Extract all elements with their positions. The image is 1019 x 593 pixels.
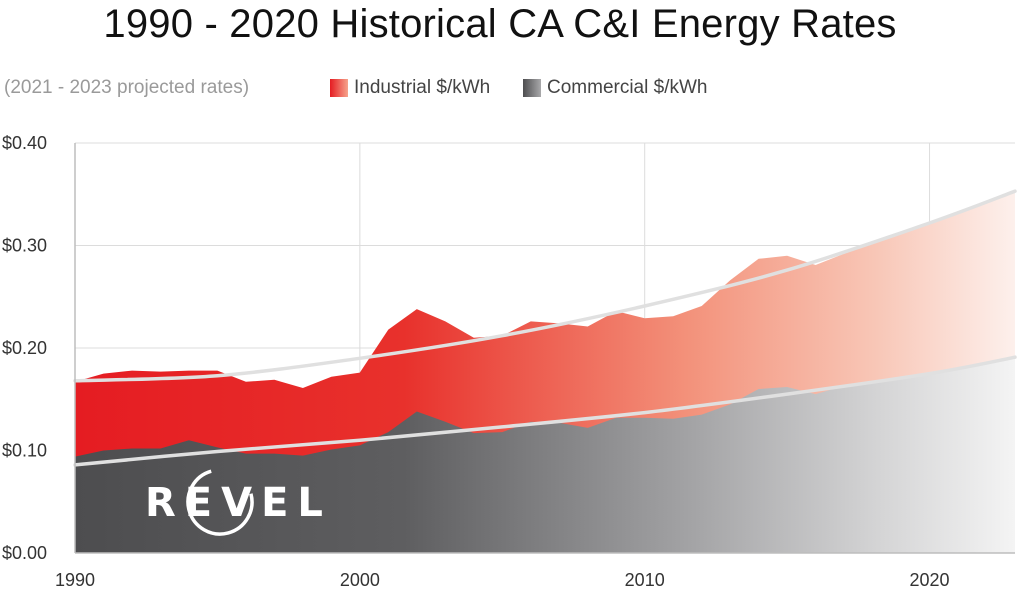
legend-item-industrial: Industrial $/kWh xyxy=(330,77,490,99)
chart-title: 1990 - 2020 Historical CA C&I Energy Rat… xyxy=(103,2,897,46)
y-tick-label: $0.00 xyxy=(2,543,47,563)
x-tick-label: 2000 xyxy=(340,570,380,590)
industrial-trendline xyxy=(73,189,1017,383)
y-tick-label: $0.40 xyxy=(2,133,47,153)
x-tick-label: 2010 xyxy=(625,570,665,590)
legend-swatch-commercial xyxy=(523,79,541,97)
legend-label-commercial: Commercial $/kWh xyxy=(547,77,708,98)
legend-label-industrial: Industrial $/kWh xyxy=(354,77,491,98)
y-tick-label: $0.10 xyxy=(2,441,47,461)
legend-swatch-industrial xyxy=(330,79,348,97)
y-tick-label: $0.20 xyxy=(2,338,47,358)
trendline-layer xyxy=(73,189,1017,467)
y-tick-label: $0.30 xyxy=(2,236,47,256)
area-layer xyxy=(75,192,1015,553)
axis-layer: $0.00 $0.10 $0.20 $0.30 $0.40 1990 2000 2010 202… xyxy=(2,133,1015,590)
commercial-trendline xyxy=(73,355,1017,467)
x-tick-label: 1990 xyxy=(55,570,95,590)
revel-logo: REVEL xyxy=(145,468,332,536)
chart-subtitle: (2021 - 2023 projected rates) xyxy=(4,77,250,98)
x-tick-label: 2020 xyxy=(910,570,950,590)
commercial-area xyxy=(75,358,1015,553)
svg-text:REVEL: REVEL xyxy=(145,480,332,526)
legend-item-commercial: Commercial $/kWh xyxy=(523,77,707,99)
